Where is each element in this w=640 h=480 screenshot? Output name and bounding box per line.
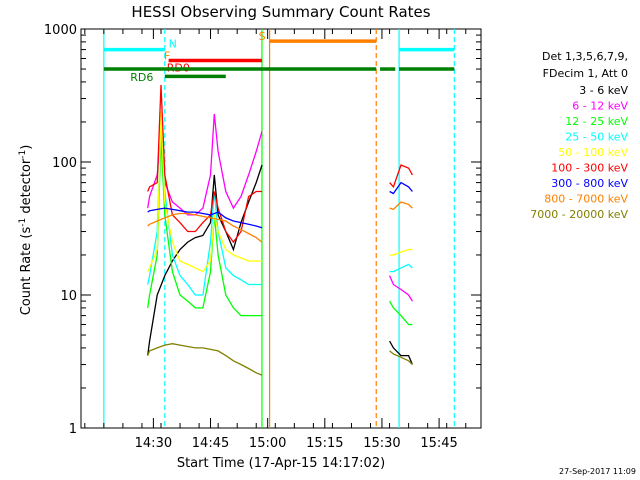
y-tick-label-1: 10: [60, 289, 77, 304]
timestamp: 27-Sep-2017 11:09: [559, 467, 636, 476]
flag-label-1: F: [164, 50, 170, 63]
legend-header-2: FDecim 1, Att 0: [543, 67, 628, 80]
flag-label-4: RD6: [130, 71, 153, 84]
series-line-4-1: [389, 248, 413, 256]
series-line-7-1: [389, 201, 413, 211]
x-tick-label-0: 14:30: [135, 436, 172, 451]
flag-label-3: S: [259, 30, 266, 43]
series-line-3-1: [389, 263, 413, 273]
legend-entry-7: 800 - 7000 keV: [544, 193, 628, 206]
y-axis-label-sup1: -1: [18, 218, 28, 227]
y-tick-label-0: 1: [69, 422, 77, 437]
plot-area: 1 10 100 1000 14:30 14:45 15:00 15:15 15:30 15:45…: [44, 23, 482, 451]
x-tick-label-5: 15:45: [420, 436, 457, 451]
series-line-0-1: [389, 340, 413, 365]
series-line-6-1: [389, 181, 413, 195]
y-axis-label-main: Count Rate (s: [19, 227, 34, 316]
series-line-4-0: [147, 111, 262, 273]
series-line-6-0: [147, 207, 263, 229]
series-line-1-1: [389, 275, 413, 302]
series-line-2-1: [389, 300, 413, 326]
x-tick-label-2: 15:00: [249, 436, 286, 451]
legend-entry-6: 300 - 800 keV: [551, 177, 628, 190]
y-axis-label-end: ): [19, 145, 34, 150]
y-tick-label-3: 1000: [44, 23, 77, 38]
x-axis-label: Start Time (17-Apr-15 14:17:02): [177, 456, 385, 471]
plot-frame: [80, 28, 482, 429]
series-line-0-0: [147, 164, 263, 356]
legend-entry-8: 7000 - 20000 keV: [530, 208, 628, 221]
y-tick-label-2: 100: [52, 156, 77, 171]
legend-entry-2: 12 - 25 keV: [565, 115, 628, 128]
legend: Det 1,3,5,6,7,9, FDecim 1, Att 0 3 - 6 k…: [530, 50, 628, 221]
y-axis-label-mid: detector: [19, 158, 34, 218]
legend-entry-0: 3 - 6 keV: [579, 84, 628, 97]
x-tick-label-4: 15:30: [363, 436, 400, 451]
series-line-8-1: [389, 350, 413, 365]
legend-entry-4: 50 - 100 keV: [558, 146, 628, 159]
series-line-5-1: [389, 164, 413, 189]
legend-entry-1: 6 - 12 keV: [572, 100, 628, 113]
legend-header-1: Det 1,3,5,6,7,9,: [542, 50, 628, 63]
x-tick-label-1: 14:45: [192, 436, 229, 451]
flag-label-0: N: [169, 38, 177, 51]
legend-entry-3: 25 - 50 keV: [565, 131, 628, 144]
legend-entry-5: 100 - 300 keV: [551, 162, 628, 175]
series-line-7-0: [147, 212, 263, 243]
series-line-8-0: [147, 343, 263, 376]
y-axis-label-sup2: -1: [18, 150, 28, 159]
chart-title: HESSI Observing Summary Count Rates: [131, 3, 430, 21]
x-tick-label-3: 15:15: [306, 436, 343, 451]
series-line-5-0: [147, 84, 262, 244]
y-axis-label: Count Rate (s-1 detector-1): [18, 145, 34, 316]
